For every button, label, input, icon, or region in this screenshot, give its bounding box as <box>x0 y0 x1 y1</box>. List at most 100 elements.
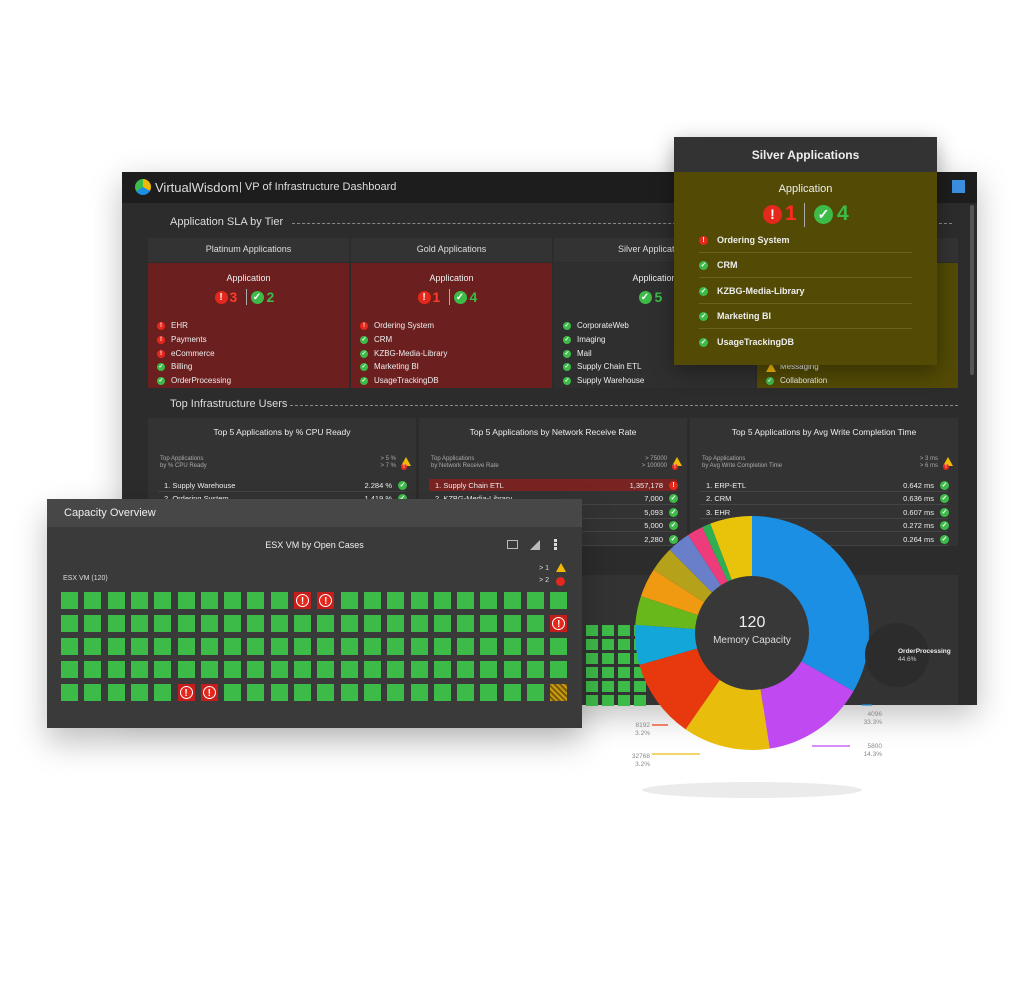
grid-cell <box>602 653 614 664</box>
status-icon <box>453 291 467 304</box>
vm-cell <box>340 592 358 609</box>
row-value: 5,000 <box>644 521 663 531</box>
app-name: Collaboration <box>780 376 828 386</box>
status-icon <box>699 261 708 271</box>
vm-cell <box>200 638 218 655</box>
panel-subtitle: by Avg Write Completion Time <box>702 463 783 469</box>
app-name: Marketing BI <box>717 311 772 322</box>
vm-cell <box>387 638 405 655</box>
status-icon <box>943 457 953 466</box>
row-rule <box>699 328 912 330</box>
grid-cell <box>634 667 646 678</box>
panel-title: Top 5 Applications by Avg Write Completi… <box>731 427 917 437</box>
vm-cell <box>457 684 475 701</box>
vm-cell <box>503 592 521 609</box>
grid-cell <box>634 695 646 706</box>
vm-cell <box>294 592 311 609</box>
vm-cell <box>224 661 242 678</box>
vm-cell <box>130 592 148 609</box>
vm-cell <box>224 592 242 609</box>
vm-cell <box>480 615 498 632</box>
status-icon <box>699 312 708 322</box>
grid-cell <box>602 681 614 692</box>
status-icon <box>157 377 165 386</box>
vm-cell <box>154 638 172 655</box>
grid-cell <box>586 667 598 678</box>
status-icon <box>763 205 782 224</box>
vm-cell <box>154 615 172 632</box>
vm-cell <box>61 661 78 678</box>
vm-cell <box>224 615 242 632</box>
status-icon <box>669 507 678 517</box>
callout-value: 5800 <box>868 743 883 750</box>
grid-cell <box>634 681 646 692</box>
grid-cell <box>618 639 630 650</box>
vm-cell <box>550 638 568 655</box>
panel-subtitle: by % CPU Ready <box>160 463 207 469</box>
row-name: 1. Supply Chain ETL <box>435 481 504 490</box>
grid-cell <box>586 639 598 650</box>
status-icon <box>179 686 193 699</box>
status-icon <box>699 236 708 245</box>
row-value: 0.272 ms <box>903 521 934 531</box>
row-rule <box>700 491 948 492</box>
vm-cell <box>177 661 195 678</box>
app-name: KZBG-Media-Library <box>374 348 448 358</box>
vm-cell <box>550 615 568 632</box>
status-icon <box>157 363 165 372</box>
divider <box>245 289 247 305</box>
vm-cell <box>177 684 195 701</box>
vm-cell <box>130 638 148 655</box>
status-icon <box>157 349 165 358</box>
status-icon <box>672 464 678 470</box>
vm-cell <box>527 661 544 678</box>
status-icon <box>563 322 571 330</box>
status-icon <box>360 349 368 358</box>
vm-cell <box>107 661 125 678</box>
status-icon <box>202 686 216 699</box>
vm-cell <box>550 661 568 678</box>
panel-header <box>47 499 582 527</box>
vm-cell <box>84 684 102 701</box>
callout-value: 32768 <box>632 753 650 760</box>
ok-count: 5 <box>654 289 663 305</box>
status-icon <box>669 494 678 504</box>
status-icon <box>398 494 407 504</box>
grid-cell <box>602 639 614 650</box>
tier-name: Silver Applications <box>617 244 692 254</box>
vm-cell <box>363 592 381 609</box>
panel-subtitle: by Network Receive Rate <box>431 463 499 469</box>
app-name: Billing <box>171 362 193 372</box>
app-name: UsageTrackingDB <box>717 336 795 347</box>
logo <box>135 179 151 195</box>
status-icon <box>940 534 949 544</box>
ok-count: 4 <box>469 289 478 305</box>
row-rule <box>699 277 912 279</box>
threshold: > 5 % <box>380 456 396 462</box>
vm-cell <box>107 684 125 701</box>
vm-cell <box>84 661 102 678</box>
status-icon <box>672 457 682 466</box>
vm-cell <box>177 638 195 655</box>
app-name: Marketing BI <box>374 362 419 372</box>
vm-cell <box>61 638 78 655</box>
vm-cell <box>294 615 311 632</box>
divider <box>804 203 805 227</box>
app-name: UsageTrackingDB <box>374 376 439 386</box>
grid-cell <box>586 695 598 706</box>
callout-percent: 33.3% <box>864 719 883 726</box>
vm-cell <box>317 684 335 701</box>
status-icon <box>401 464 407 470</box>
popup: Silver Applications Application 1 4 Ordering… <box>674 137 937 365</box>
row-value: 2,280 <box>644 534 663 544</box>
vm-cell <box>154 661 172 678</box>
row-value: 2.284 % <box>364 481 392 490</box>
grid-cell <box>618 625 630 636</box>
scrollbar <box>970 205 974 375</box>
vm-cell <box>340 661 358 678</box>
center-value: 120 <box>739 614 766 631</box>
panel-title: Capacity Overview <box>64 507 156 519</box>
maximize-button[interactable] <box>952 180 965 193</box>
status-icon <box>360 322 368 330</box>
